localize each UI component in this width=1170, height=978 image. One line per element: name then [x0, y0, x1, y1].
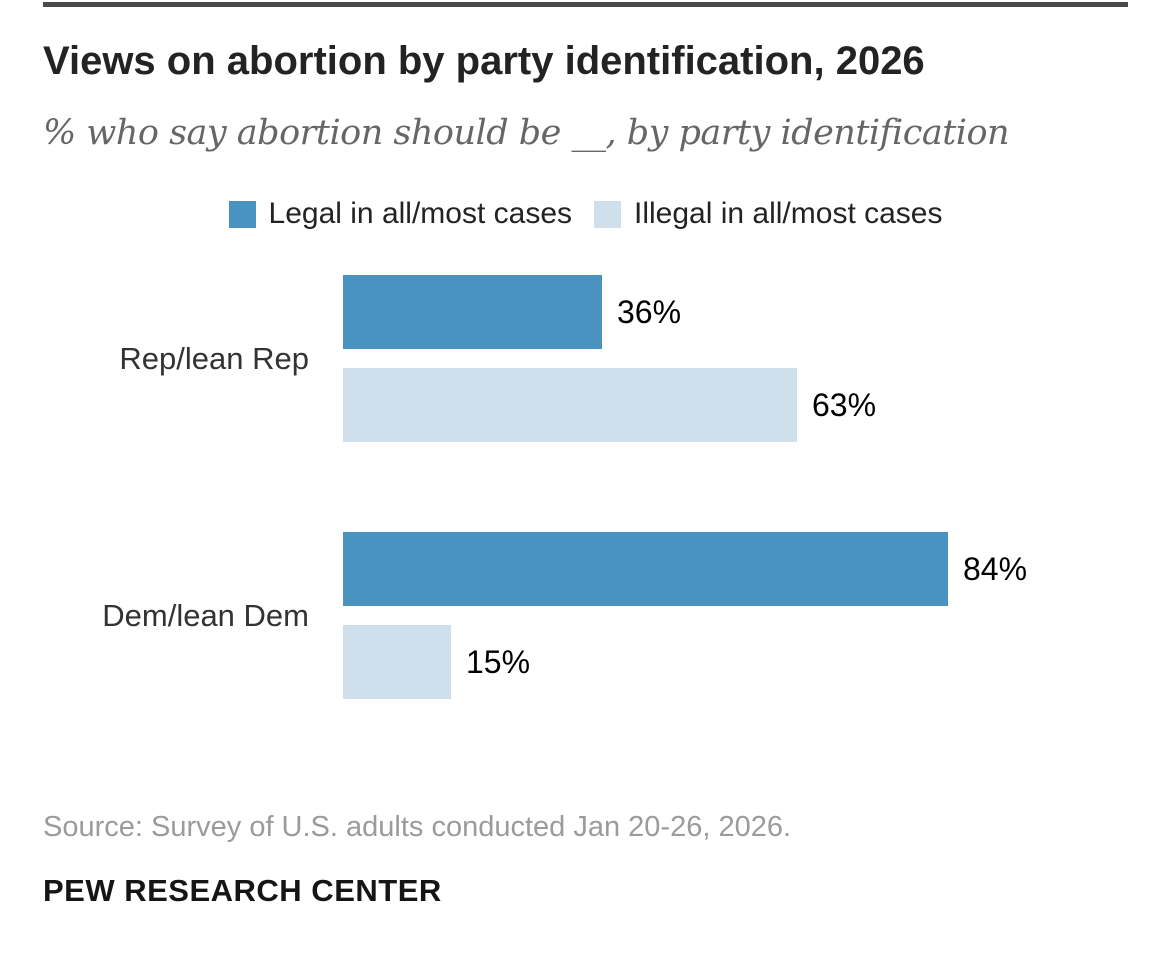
legend-item-legal: Legal in all/most cases	[228, 197, 573, 231]
legend-item-illegal: Illegal in all/most cases	[594, 197, 942, 231]
bars: 36% 63%	[343, 275, 877, 443]
page-title: Views on abortion by party identificatio…	[43, 39, 925, 83]
category-label: Rep/lean Rep	[119, 340, 309, 376]
bar-row: 84%	[343, 532, 1028, 607]
legend-swatch-icon	[228, 200, 256, 228]
bar-legal-0	[343, 275, 602, 350]
chart: Rep/lean Rep 36% 63% Dem/lean Dem 84% 15%	[43, 275, 1128, 700]
legend-swatch-icon	[594, 200, 622, 228]
bar-row: 36%	[343, 275, 876, 350]
bar-value-label: 84%	[963, 550, 1028, 587]
category-label: Dem/lean Dem	[102, 597, 309, 633]
source-note: Source: Survey of U.S. adults conducted …	[43, 811, 792, 844]
bar-value-label: 15%	[466, 643, 531, 680]
legend-label: Legal in all/most cases	[268, 197, 573, 231]
footer-brand: PEW RESEARCH CENTER	[43, 873, 442, 909]
bar-row: 63%	[343, 368, 877, 443]
bars: 84% 15%	[343, 532, 1028, 700]
legend-label: Illegal in all/most cases	[634, 197, 943, 231]
bar-group-1: Dem/lean Dem 84% 15%	[43, 532, 1128, 700]
bar-illegal-0	[343, 368, 797, 443]
bar-illegal-1	[343, 625, 451, 700]
bar-group-0: Rep/lean Rep 36% 63%	[43, 275, 1128, 443]
bar-value-label: 36%	[617, 293, 682, 330]
top-rule	[43, 2, 1128, 7]
page-subtitle: % who say abortion should be __, by part…	[43, 113, 1010, 154]
bar-row: 15%	[343, 625, 1027, 700]
bar-legal-1	[343, 532, 948, 607]
legend: Legal in all/most cases Illegal in all/mo…	[43, 197, 1128, 231]
bar-value-label: 63%	[812, 386, 877, 423]
page: Views on abortion by party identificatio…	[0, 2, 1170, 909]
